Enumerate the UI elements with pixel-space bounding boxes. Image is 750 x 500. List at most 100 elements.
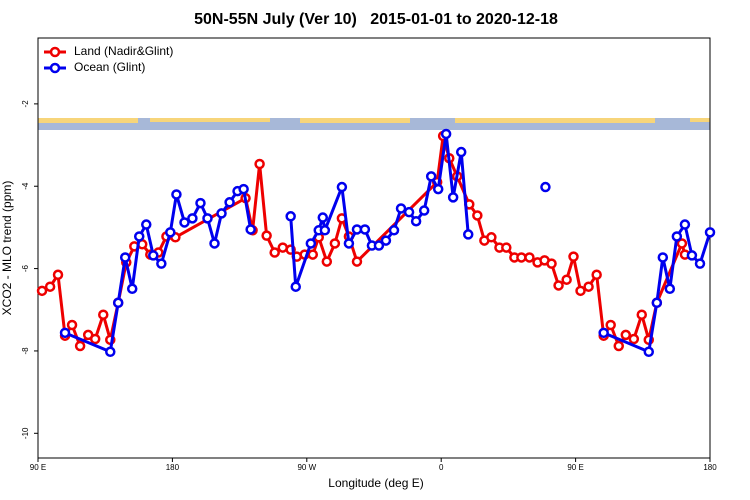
y-tick-label: -4 [21, 182, 30, 190]
series-point [501, 242, 512, 253]
series-point [187, 213, 198, 224]
series-point [359, 224, 371, 235]
series-point [141, 219, 152, 230]
series-point [321, 256, 333, 267]
series-point [410, 215, 422, 227]
series-point [546, 258, 557, 269]
series-point [343, 238, 355, 249]
series-point [583, 281, 594, 292]
series-point [89, 333, 101, 345]
series-point [351, 256, 363, 267]
legend-marker [49, 46, 61, 58]
series-point [540, 181, 551, 193]
series-point [486, 232, 497, 243]
series-point [195, 197, 206, 209]
series-point [395, 203, 407, 214]
series-point [664, 283, 676, 295]
series-point [44, 281, 56, 292]
series-point [676, 238, 688, 249]
series-point [613, 340, 625, 352]
series-point [290, 281, 301, 292]
series-point [686, 250, 698, 261]
x-tick-label: 0 [439, 463, 444, 472]
series-point [636, 309, 648, 320]
series-point [403, 206, 415, 218]
legend-marker [49, 62, 61, 74]
series-point [575, 285, 586, 297]
series-point [425, 171, 437, 182]
chart-title: 50N-55N July (Ver 10) 2015-01-01 to 2020… [194, 11, 558, 28]
series-point [643, 346, 655, 358]
series-point [156, 258, 167, 269]
series-point [516, 252, 527, 263]
series-point [380, 235, 392, 246]
x-axis-label: Longitude (deg E) [328, 476, 423, 490]
x-tick-label: 180 [703, 463, 717, 472]
series-point [704, 227, 716, 238]
series-point [74, 340, 86, 352]
series-point [319, 225, 331, 236]
legend: Land (Nadir&Glint) Ocean (Glint) [44, 44, 173, 74]
series-point [202, 213, 213, 224]
plot-frame [37, 37, 711, 459]
series-point [620, 329, 632, 341]
series-point [269, 247, 280, 258]
series-point [447, 192, 459, 203]
series-point [307, 249, 319, 260]
series-point [472, 210, 483, 221]
series-point [524, 252, 535, 263]
series-point [179, 217, 190, 228]
series-point [285, 211, 296, 222]
x-tick-label: 90 E [30, 463, 46, 472]
y-axis-label: XCO2 - MLO trend (ppm) [0, 181, 14, 316]
series-point [605, 319, 616, 331]
series-point [657, 252, 669, 263]
series-point [209, 238, 220, 249]
series-point [126, 283, 138, 295]
x-tick-label: 90 E [567, 463, 583, 472]
series-point [373, 240, 385, 251]
series-point [245, 224, 256, 235]
series-point [261, 230, 272, 241]
series-point [305, 238, 317, 249]
legend-label: Ocean (Glint) [74, 60, 145, 74]
series-point [553, 280, 564, 291]
series-point [224, 197, 235, 208]
series-point [388, 225, 400, 236]
series-point [462, 229, 474, 240]
series-point [561, 274, 572, 285]
series-point [628, 333, 640, 345]
series-point [148, 250, 159, 261]
y-tick-label: -10 [21, 427, 30, 439]
series-point [238, 183, 249, 195]
series-point [568, 251, 579, 262]
series-point [432, 183, 444, 195]
series-point [440, 128, 452, 140]
series-point [679, 219, 691, 230]
series-point [254, 158, 265, 170]
series-point [119, 252, 131, 263]
series-point [105, 346, 116, 358]
series-point [671, 231, 683, 242]
series-point [216, 208, 227, 219]
x-tick-label: 90 W [297, 463, 316, 472]
land-ocean-strip [38, 118, 710, 130]
series-point [591, 269, 602, 281]
y-tick-label: -6 [21, 264, 30, 272]
series-point [598, 327, 609, 339]
series-point [165, 227, 176, 238]
series-point [66, 319, 78, 331]
y-tick-label: -8 [21, 347, 30, 355]
series-point [36, 285, 48, 297]
series-point [133, 231, 145, 242]
series-point [336, 181, 348, 193]
series-point [418, 205, 430, 216]
series-point [651, 297, 663, 309]
series-point [112, 297, 124, 309]
series-point [694, 258, 706, 269]
x-tick-label: 180 [166, 463, 180, 472]
series-point [98, 309, 109, 320]
series-point [171, 189, 182, 200]
series-point [59, 327, 71, 339]
